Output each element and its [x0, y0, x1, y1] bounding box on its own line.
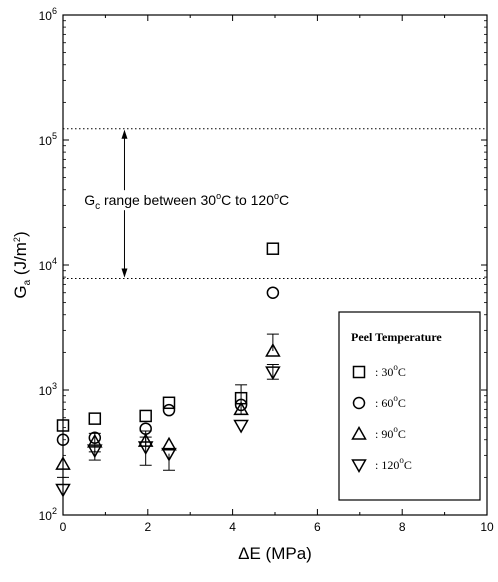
annotation-text: Gc range between 30oC to 120oC	[84, 191, 289, 212]
data-point-triangle-up	[265, 343, 281, 357]
data-point-triangle-down	[161, 447, 177, 462]
legend-box	[338, 311, 481, 501]
legend-marker-triangle-up	[351, 425, 367, 440]
legend-label: : 60oC	[375, 393, 406, 410]
x-tick-label: 4	[229, 520, 236, 534]
range-arrowhead-up	[121, 129, 128, 139]
y-tick-label: 102	[39, 506, 57, 523]
data-point-circle	[56, 433, 70, 446]
data-point-triangle-down	[55, 483, 71, 498]
data-point-triangle-down	[265, 366, 281, 381]
data-point-triangle-up	[55, 456, 71, 470]
y-tick-label: 105	[39, 131, 57, 148]
data-point-square	[56, 419, 70, 432]
series-triangle-down	[55, 363, 281, 498]
x-tick-label: 6	[314, 520, 321, 534]
data-point-square	[266, 242, 280, 255]
data-point-triangle-up	[233, 401, 249, 416]
data-point-triangle-up	[161, 436, 177, 451]
data-series	[55, 242, 281, 498]
y-tick-label: 104	[39, 256, 57, 273]
y-tick-label: 103	[39, 381, 57, 398]
legend-label: : 120oC	[375, 455, 412, 472]
y-tick-label: 106	[39, 6, 57, 23]
x-tick-label: 2	[144, 520, 151, 534]
data-point-triangle-up	[87, 433, 103, 448]
data-point-square	[139, 409, 152, 423]
y-axis-title: Ga (J/m2)	[11, 231, 33, 298]
data-point-circle	[266, 286, 280, 299]
legend-label: : 90oC	[375, 424, 406, 441]
x-tick-label: 0	[60, 520, 67, 534]
axes: 0 2 4 6 8 10 102 103 104 105 106 ΔE (MPa) Ga (J/m2)	[11, 6, 494, 563]
data-point-triangle-down	[137, 441, 154, 456]
data-point-square	[88, 412, 102, 425]
reference-lines	[63, 128, 487, 279]
legend-marker-triangle-down	[351, 459, 367, 474]
series-circle	[56, 286, 280, 446]
data-point-triangle-down	[233, 419, 249, 434]
gc-range-annotation: Gc range between 30oC to 120oC	[80, 129, 351, 278]
legend-marker-square	[352, 365, 366, 379]
data-point-square	[162, 396, 176, 410]
data-point-circle	[162, 403, 176, 417]
x-tick-label: 10	[480, 520, 494, 534]
range-arrowhead-down	[121, 268, 128, 278]
legend-title: Peel Temperature	[351, 330, 442, 344]
annotation-text-background	[80, 190, 351, 211]
x-axis-title: ΔE (MPa)	[238, 544, 312, 563]
legend-label: : 30oC	[375, 362, 406, 379]
data-point-triangle-down	[87, 444, 103, 459]
x-tick-label: 8	[399, 520, 406, 534]
legend: Peel Temperature : 30oC : 60oC : 90oC : 120o…	[338, 311, 481, 501]
legend-marker-circle	[352, 396, 366, 410]
series-square	[56, 242, 280, 432]
